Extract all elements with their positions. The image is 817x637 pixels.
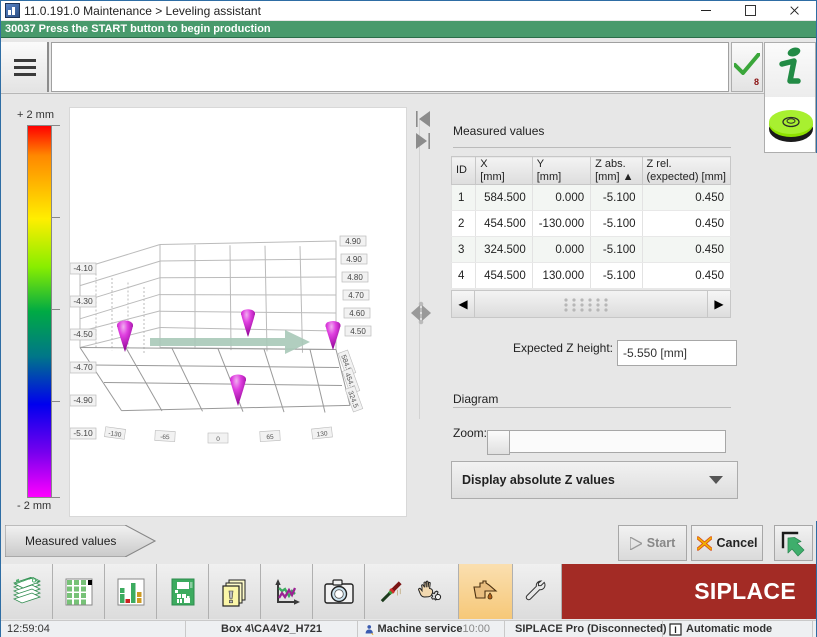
svg-text:-4.50: -4.50 — [73, 329, 93, 339]
svg-text:4.50: 4.50 — [350, 327, 366, 336]
svg-text:4.80: 4.80 — [347, 273, 363, 282]
svg-text:4.90: 4.90 — [346, 255, 362, 264]
svg-text:-4.30: -4.30 — [73, 296, 93, 306]
svg-text:130: 130 — [316, 430, 328, 438]
svg-text:-4.70: -4.70 — [73, 362, 93, 372]
svg-text:-4.10: -4.10 — [73, 263, 93, 273]
svg-text:-65: -65 — [160, 434, 170, 442]
svg-text:0: 0 — [216, 436, 220, 443]
svg-text:I: I — [674, 625, 677, 635]
svg-text:65: 65 — [266, 434, 274, 441]
svg-text:Measured values: Measured values — [25, 534, 116, 548]
svg-text:4.60: 4.60 — [349, 309, 365, 318]
svg-text:-5.10: -5.10 — [73, 428, 93, 438]
svg-text:4.70: 4.70 — [348, 291, 364, 300]
svg-text:-4.90: -4.90 — [73, 395, 93, 405]
svg-text:4.90: 4.90 — [345, 237, 361, 246]
